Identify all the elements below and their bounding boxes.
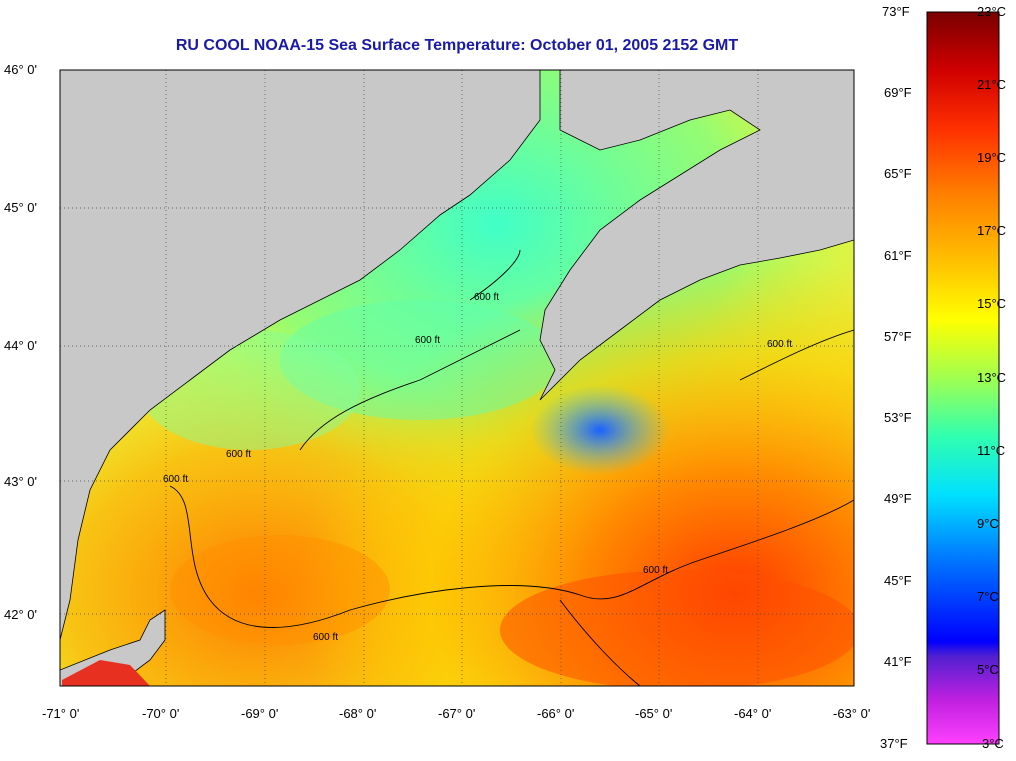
lon-label: -69° 0' [241, 706, 278, 721]
land-nova-scotia [539, 70, 854, 401]
svg-text:9°C: 9°C [977, 516, 999, 531]
svg-text:61°F: 61°F [884, 248, 912, 263]
lon-label: -63° 0' [833, 706, 870, 721]
contour-labels: 600 ft 600 ft 600 ft 600 ft 600 ft 600 f… [163, 292, 792, 643]
lon-label: -71° 0' [42, 706, 79, 721]
colorbar: 73°F 69°F 65°F 61°F 57°F 53°F 49°F 45°F … [880, 4, 1006, 751]
contour-label: 600 ft [767, 339, 792, 350]
map-grid [60, 70, 854, 686]
lat-label: 44° 0' [4, 338, 37, 353]
longitude-labels: -71° 0' -70° 0' -69° 0' -68° 0' -67° 0' … [42, 706, 870, 721]
colorbar-fahrenheit-labels: 73°F 69°F 65°F 61°F 57°F 53°F 49°F 45°F … [880, 4, 912, 751]
contour-label: 600 ft [415, 335, 440, 346]
svg-text:57°F: 57°F [884, 329, 912, 344]
lat-label: 45° 0' [4, 200, 37, 215]
sst-map [60, 70, 854, 686]
lat-label: 46° 0' [4, 62, 37, 77]
svg-text:7°C: 7°C [977, 589, 999, 604]
lat-label: 43° 0' [4, 474, 37, 489]
contour-label: 600 ft [643, 565, 668, 576]
svg-text:69°F: 69°F [884, 85, 912, 100]
svg-text:11°C: 11°C [977, 443, 1005, 458]
svg-text:5°C: 5°C [977, 662, 999, 677]
latitude-labels: 46° 0' 45° 0' 44° 0' 43° 0' 42° 0' [4, 62, 37, 622]
colorbar-celsius-labels: 23°C 21°C 19°C 17°C 15°C 13°C 11°C 9°C 7… [977, 4, 1006, 751]
svg-text:49°F: 49°F [884, 491, 912, 506]
lon-label: -65° 0' [635, 706, 672, 721]
svg-text:21°C: 21°C [977, 77, 1006, 92]
lon-label: -68° 0' [339, 706, 376, 721]
svg-text:15°C: 15°C [977, 296, 1006, 311]
lat-label: 42° 0' [4, 607, 37, 622]
land-mainland [60, 70, 541, 641]
svg-text:17°C: 17°C [977, 223, 1006, 238]
svg-text:19°C: 19°C [977, 150, 1006, 165]
contour-label: 600 ft [313, 632, 338, 643]
svg-text:41°F: 41°F [884, 654, 912, 669]
contour-label: 600 ft [474, 292, 499, 303]
svg-text:73°F: 73°F [882, 4, 910, 19]
depth-contours [169, 249, 854, 686]
svg-text:53°F: 53°F [884, 410, 912, 425]
svg-text:65°F: 65°F [884, 166, 912, 181]
svg-text:13°C: 13°C [977, 370, 1006, 385]
lon-label: -70° 0' [142, 706, 179, 721]
svg-text:37°F: 37°F [880, 736, 908, 751]
contour-label: 600 ft [226, 449, 251, 460]
map-title: RU COOL NOAA-15 Sea Surface Temperature:… [175, 37, 739, 54]
lon-label: -66° 0' [537, 706, 574, 721]
lon-label: -67° 0' [438, 706, 475, 721]
svg-text:45°F: 45°F [884, 573, 912, 588]
lon-label: -64° 0' [734, 706, 771, 721]
svg-text:3°C: 3°C [982, 736, 1004, 751]
contour-label: 600 ft [163, 474, 188, 485]
svg-text:23°C: 23°C [977, 4, 1006, 19]
